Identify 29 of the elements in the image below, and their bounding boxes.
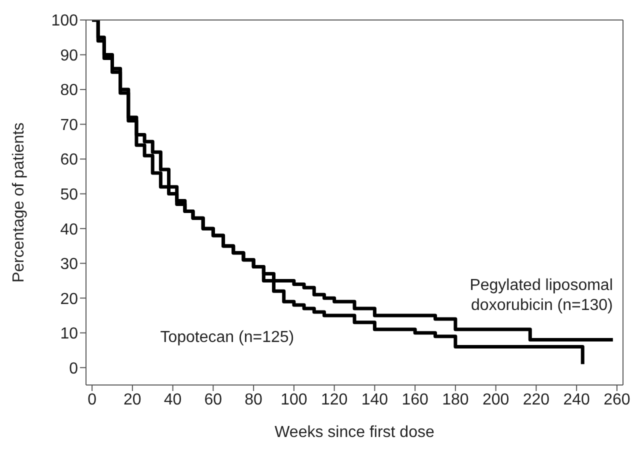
x-tick-label: 0 — [88, 391, 97, 408]
y-tick-label: 70 — [60, 116, 78, 134]
x-tick-label: 20 — [124, 391, 142, 408]
x-tick-label: 260 — [604, 391, 630, 408]
x-tick-label: 60 — [204, 391, 222, 408]
y-tick-label: 50 — [60, 186, 78, 204]
x-tick-label: 220 — [522, 391, 550, 408]
y-tick-label: 80 — [60, 82, 78, 100]
x-tick-label: 180 — [442, 391, 469, 408]
x-tick-label: 240 — [563, 391, 590, 408]
series-label: Pegylated liposomal doxorubicin (n=130) — [470, 276, 613, 314]
x-tick-label: 160 — [402, 391, 429, 408]
x-tick-label: 80 — [244, 391, 263, 408]
x-axis-title: Weeks since first dose — [274, 424, 434, 441]
y-tick-label: 30 — [60, 256, 78, 274]
x-tick-label: 120 — [320, 391, 348, 408]
x-tick-label: 100 — [280, 391, 308, 408]
y-tick-label: 0 — [69, 360, 78, 378]
x-tick-label: 140 — [361, 391, 388, 408]
y-tick-label: 90 — [60, 47, 78, 64]
y-tick-label: 10 — [60, 326, 78, 343]
y-axis-title: Percentage of patients — [10, 122, 28, 283]
x-tick-label: 40 — [164, 391, 182, 408]
series-label: Topotecan (n=125) — [160, 329, 294, 346]
y-tick-label: 60 — [60, 152, 78, 169]
y-tick-label: 20 — [60, 290, 78, 308]
y-tick-label: 100 — [51, 12, 78, 30]
x-tick-label: 200 — [482, 391, 510, 408]
y-tick-label: 40 — [60, 221, 78, 238]
